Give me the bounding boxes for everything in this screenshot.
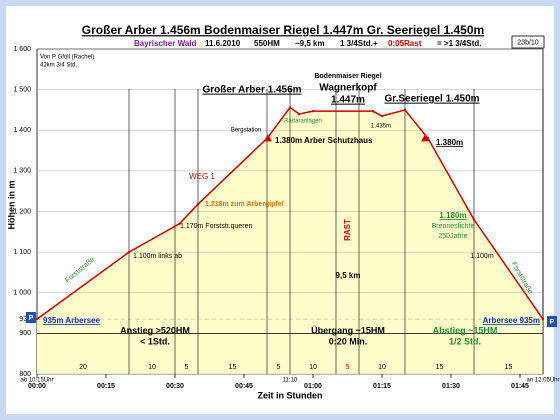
x-axis-label: Zeit in Stunden [258,390,323,400]
annotation: 250Jahre [438,233,467,240]
hut-marker [421,134,429,142]
x-tick-label: 01:00 [304,383,322,390]
subtitle-part: = >1 3/4Std. [437,39,481,48]
annotation: Anstieg >520HM [120,325,190,335]
subtitle-part: ~9,5 km [295,39,325,48]
annotation: < 1Std. [140,336,170,346]
subtitle-part: 1 3/4Std.+ [340,39,378,48]
annotation: 42km 3/4 Std. [40,63,77,69]
segment-label: 5 [346,364,350,371]
annotation: Großer Arber 1.456m [202,85,301,96]
profile-point [311,109,315,113]
segment-label: 5 [277,364,281,371]
profile-point [472,218,476,221]
segment-label: 15 [229,364,237,371]
segment-label: 10 [148,364,156,371]
badge-box [511,35,545,49]
annotation: Gr.Seeriegel 1.450m [384,94,479,105]
segment-label: 15 [436,364,444,371]
y-tick-label: 1 600 [13,46,31,53]
y-tick-label: 900 [19,330,31,337]
annotation: 1.447m [331,95,365,106]
annotation: 1.180m [439,211,466,220]
annotation: P [29,315,34,322]
parking-sign [547,316,557,327]
annotation: RAST [343,219,352,241]
y-tick-label: 1 400 [13,127,31,134]
annotation: Brennesfichte [432,223,475,230]
annotation: 1.380m Arber Schutzhaus [275,136,373,145]
annotation: 0:20 Min. [329,336,368,346]
segment-label: 10 [309,364,317,371]
annotation: 1.170m Forststr.queren [180,223,252,230]
x-tick-label: 00:30 [166,383,184,390]
segment-label: 15 [505,364,513,371]
annotation: 1.435m [371,124,391,130]
profile-point [288,106,292,109]
x-tick-label: 00:00 [28,383,46,390]
profile-point [298,112,301,116]
annotation: ab 10:15Uhr [20,378,53,384]
annotation: Bodenmaiser Riegel [314,73,381,80]
profile-point [380,114,384,118]
y-axis-label: Höhen in m [6,181,16,230]
annotation: Bergstation [231,128,261,134]
profile-point [371,109,374,113]
profile-point [196,202,200,206]
annotation: Von P Gföll (Rachel) [40,55,94,61]
annotation: 1.100m links ab [133,253,182,260]
badge: 23b/10 [517,39,539,46]
profile-point [403,108,407,112]
annotation: Wagnerkopf [319,83,377,94]
y-tick-label: 1 300 [13,168,31,175]
x-tick-label: 01:15 [373,383,391,390]
x-tick-label: 00:15 [97,383,115,390]
segment-label: 5 [185,364,189,371]
y-tick-label: 800 [19,371,31,378]
hut-marker [264,134,272,142]
subtitle-part: Bayrischer Wald [134,39,197,48]
profile-line [36,106,544,320]
annotation: Radaranlagen [284,119,322,125]
segment-label: 20 [79,364,87,371]
y-tick-label: 935 [19,316,31,323]
x-tick-label: 00:45 [235,383,253,390]
profile-point [35,317,39,321]
annotation: 11:10 [283,378,298,384]
y-tick-label: 1 100 [13,249,31,256]
annotation: 935m Arbersee [43,316,101,325]
annotation: 1.218m zum Arbergipfel [205,201,284,208]
annotation: 1.100m [470,253,494,260]
x-tick-label: 01:45 [511,383,529,390]
x-tick-label: 01:30 [442,383,460,390]
profile-point [178,222,181,225]
annotation: P [550,319,555,326]
annotation: WEG 1 [189,172,215,181]
subtitle-part: 550HM [254,39,280,48]
segment-label: 10 [378,364,386,371]
y-tick-label: 1 500 [13,86,31,93]
subtitle-part: 11.6.2010 [205,39,241,48]
subtitle-part: 0:05Rast [388,39,422,48]
profile-point [127,250,131,254]
parking-sign [26,312,36,323]
y-tick-label: 1 000 [13,290,31,297]
annotation: 9,5 km [336,271,361,280]
annotation: 1.380m [436,138,463,147]
profile-point [541,317,545,321]
chart-title: Großer Arber 1.456m Bodenmaiser Riegel 1… [82,23,484,37]
annotation: Übergang ~15HM [311,325,385,335]
annotation: an 12:05Uhr [526,378,559,384]
annotation: Abstieg ~15HM [433,325,498,335]
y-tick-label: 1 200 [13,208,31,215]
annotation: Arbersee 935m [483,316,540,325]
annotation: 1/2 Std. [449,336,481,346]
